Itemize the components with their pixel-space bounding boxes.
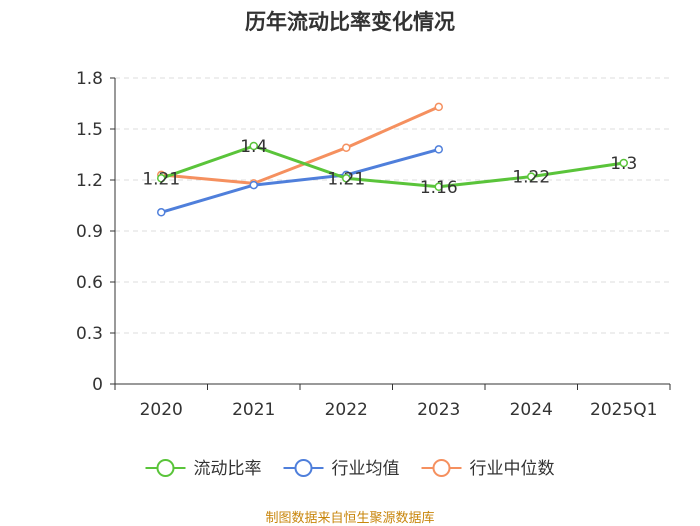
source-note: 制图数据来自恒生聚源数据库 — [265, 511, 435, 526]
data-point — [249, 141, 258, 151]
series-line — [159, 144, 626, 189]
legend-label: 行业中位数 — [470, 459, 555, 479]
x-tick-label: 2021 — [232, 400, 275, 420]
y-tick-label: 0 — [92, 375, 103, 395]
data-label: 1.4 — [240, 137, 267, 157]
y-tick-label: 1.5 — [76, 120, 103, 140]
legend-item[interactable]: 行业中位数 — [421, 459, 555, 479]
series-layer — [157, 102, 628, 217]
y-tick-label: 0.9 — [76, 222, 103, 242]
x-tick-label: 2024 — [510, 400, 553, 420]
series-line — [159, 147, 441, 214]
x-tick-label: 2025Q1 — [590, 400, 657, 420]
data-label: 1.3 — [610, 154, 637, 174]
label-layer: 1.21 1.4 1.21 1.16 1.22 1.3 — [142, 137, 637, 198]
data-point — [157, 174, 166, 183]
axis-layer: 0 0.3 0.6 0.9 1.2 1.5 1.8 2020 2021 2022 2023 2024 2… — [76, 69, 671, 420]
legend-swatch-marker — [294, 459, 313, 477]
data-label: 1.21 — [327, 169, 365, 189]
series-line — [159, 105, 441, 185]
x-tick-label: 2023 — [417, 400, 460, 420]
data-point — [342, 143, 351, 152]
data-point — [619, 158, 628, 168]
data-label: 1.21 — [142, 169, 180, 189]
data-point — [434, 102, 443, 112]
legend[interactable]: 流动比率 行业均值 行业中位数 — [145, 459, 555, 479]
data-label: 1.22 — [512, 168, 550, 188]
grid-layer — [115, 77, 670, 334]
chart-title: 历年流动比率变化情况 — [245, 10, 455, 34]
legend-swatch-marker — [156, 459, 175, 477]
data-point — [434, 182, 443, 192]
legend-label: 行业均值 — [332, 459, 400, 479]
y-tick-label: 1.8 — [76, 69, 103, 89]
data-label: 1.16 — [420, 178, 458, 198]
data-point — [342, 174, 351, 183]
legend-label: 流动比率 — [194, 459, 262, 479]
legend-item[interactable]: 行业均值 — [283, 459, 400, 479]
y-tick-label: 0.3 — [76, 324, 103, 344]
x-tick-label: 2020 — [140, 400, 183, 420]
data-point — [434, 145, 443, 154]
legend-swatch-marker — [432, 459, 451, 477]
data-point — [527, 172, 536, 181]
data-point — [249, 180, 258, 190]
legend-item[interactable]: 流动比率 — [145, 459, 262, 479]
y-tick-label: 1.2 — [76, 171, 103, 191]
y-tick-label: 0.6 — [76, 273, 103, 293]
data-point — [157, 208, 166, 217]
x-tick-label: 2022 — [325, 400, 368, 420]
